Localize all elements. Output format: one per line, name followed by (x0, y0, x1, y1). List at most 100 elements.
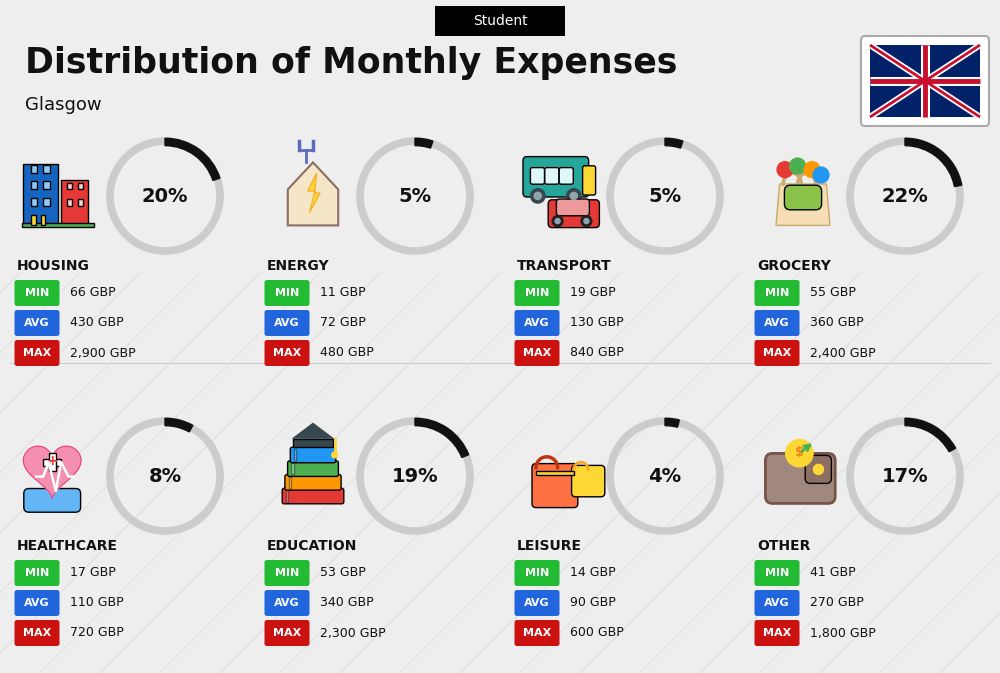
Wedge shape (415, 418, 469, 458)
FancyBboxPatch shape (755, 310, 800, 336)
Text: 720 GBP: 720 GBP (70, 627, 124, 639)
FancyBboxPatch shape (861, 36, 989, 126)
Text: 17%: 17% (882, 466, 928, 485)
FancyBboxPatch shape (67, 199, 72, 205)
FancyBboxPatch shape (31, 166, 37, 173)
Text: 1,800 GBP: 1,800 GBP (810, 627, 876, 639)
Text: 600 GBP: 600 GBP (570, 627, 624, 639)
FancyBboxPatch shape (755, 590, 800, 616)
FancyBboxPatch shape (31, 215, 36, 225)
Circle shape (555, 219, 560, 223)
FancyBboxPatch shape (755, 280, 800, 306)
FancyBboxPatch shape (14, 280, 60, 306)
FancyBboxPatch shape (264, 560, 310, 586)
Text: ENERGY: ENERGY (267, 259, 330, 273)
Circle shape (570, 192, 577, 199)
Text: 360 GBP: 360 GBP (810, 316, 864, 330)
FancyBboxPatch shape (294, 450, 296, 461)
FancyBboxPatch shape (289, 476, 291, 488)
FancyBboxPatch shape (755, 560, 800, 586)
Text: HOUSING: HOUSING (17, 259, 90, 273)
FancyBboxPatch shape (43, 166, 50, 173)
Circle shape (777, 162, 793, 178)
FancyBboxPatch shape (31, 198, 37, 205)
FancyBboxPatch shape (870, 45, 980, 117)
FancyBboxPatch shape (41, 215, 45, 225)
Text: 2,400 GBP: 2,400 GBP (810, 347, 876, 359)
Text: 8%: 8% (148, 466, 182, 485)
Text: MAX: MAX (763, 348, 791, 358)
Text: EDUCATION: EDUCATION (267, 539, 357, 553)
FancyBboxPatch shape (805, 456, 831, 483)
FancyBboxPatch shape (14, 590, 60, 616)
Text: AVG: AVG (524, 318, 550, 328)
Circle shape (567, 188, 581, 203)
FancyBboxPatch shape (523, 157, 589, 197)
Text: 110 GBP: 110 GBP (70, 596, 124, 610)
FancyBboxPatch shape (288, 461, 338, 476)
Text: 66 GBP: 66 GBP (70, 287, 116, 299)
FancyBboxPatch shape (514, 590, 560, 616)
Text: MIN: MIN (275, 568, 299, 578)
FancyBboxPatch shape (514, 310, 560, 336)
Text: AVG: AVG (524, 598, 550, 608)
Circle shape (552, 215, 563, 227)
FancyBboxPatch shape (755, 620, 800, 646)
Text: 5%: 5% (648, 186, 682, 205)
FancyBboxPatch shape (67, 183, 72, 189)
FancyBboxPatch shape (514, 280, 560, 306)
FancyBboxPatch shape (23, 164, 58, 225)
Text: MAX: MAX (23, 628, 51, 638)
Text: 90 GBP: 90 GBP (570, 596, 616, 610)
FancyBboxPatch shape (78, 183, 83, 189)
Text: AVG: AVG (764, 598, 790, 608)
Text: MIN: MIN (275, 288, 299, 298)
Circle shape (813, 167, 829, 183)
Text: TRANSPORT: TRANSPORT (517, 259, 612, 273)
FancyBboxPatch shape (514, 620, 560, 646)
FancyBboxPatch shape (14, 340, 60, 366)
Text: 72 GBP: 72 GBP (320, 316, 366, 330)
FancyBboxPatch shape (78, 199, 83, 205)
Polygon shape (308, 173, 320, 213)
FancyBboxPatch shape (435, 6, 565, 36)
Text: 2,900 GBP: 2,900 GBP (70, 347, 136, 359)
FancyBboxPatch shape (43, 198, 50, 205)
FancyBboxPatch shape (264, 590, 310, 616)
Text: MIN: MIN (765, 568, 789, 578)
Text: MAX: MAX (273, 348, 301, 358)
Wedge shape (665, 138, 683, 148)
FancyBboxPatch shape (61, 180, 88, 225)
Text: MAX: MAX (523, 348, 551, 358)
Circle shape (790, 158, 806, 174)
Text: MIN: MIN (25, 288, 49, 298)
Text: 340 GBP: 340 GBP (320, 596, 374, 610)
Text: 17 GBP: 17 GBP (70, 567, 116, 579)
FancyBboxPatch shape (559, 168, 573, 184)
FancyBboxPatch shape (285, 474, 341, 490)
FancyBboxPatch shape (286, 490, 288, 502)
Text: 4%: 4% (648, 466, 682, 485)
Text: AVG: AVG (274, 598, 300, 608)
Text: 270 GBP: 270 GBP (810, 596, 864, 610)
Text: 430 GBP: 430 GBP (70, 316, 124, 330)
Text: MIN: MIN (525, 288, 549, 298)
Text: AVG: AVG (274, 318, 300, 328)
Circle shape (804, 162, 820, 178)
FancyBboxPatch shape (755, 340, 800, 366)
Text: MAX: MAX (273, 628, 301, 638)
Text: AVG: AVG (24, 318, 50, 328)
FancyBboxPatch shape (290, 448, 336, 463)
Circle shape (786, 439, 813, 467)
FancyBboxPatch shape (293, 439, 333, 447)
FancyBboxPatch shape (14, 560, 60, 586)
FancyBboxPatch shape (514, 560, 560, 586)
Wedge shape (415, 138, 433, 148)
Text: MIN: MIN (25, 568, 49, 578)
FancyBboxPatch shape (43, 459, 61, 466)
FancyBboxPatch shape (583, 166, 596, 195)
FancyBboxPatch shape (545, 168, 559, 184)
Text: 53 GBP: 53 GBP (320, 567, 366, 579)
FancyBboxPatch shape (514, 340, 560, 366)
Text: MAX: MAX (523, 628, 551, 638)
